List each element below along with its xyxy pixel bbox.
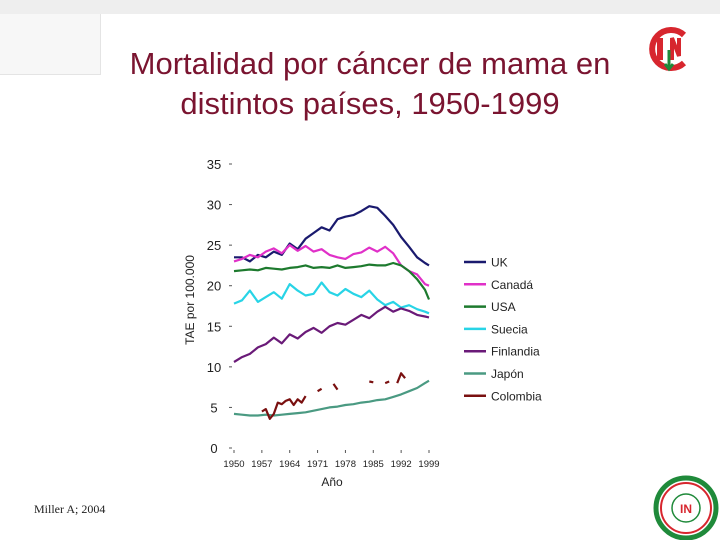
legend-label: Suecia	[491, 322, 528, 336]
slide-title: Mortalidad por cáncer de mama en distint…	[60, 44, 680, 124]
institution-logo-icon	[649, 27, 687, 72]
series-line-colombia	[384, 380, 390, 385]
series-line-usa	[233, 261, 431, 300]
x-tick-label: 1978	[335, 459, 356, 470]
x-tick-label: 1999	[418, 459, 439, 470]
legend-label: USA	[491, 300, 516, 314]
series-line-canadá	[233, 244, 430, 287]
slide-corner-decoration	[0, 14, 101, 75]
y-tick-label: 25	[207, 238, 221, 253]
x-tick-label: 1957	[251, 459, 272, 470]
legend-label: Finlandia	[491, 345, 540, 359]
slide-title-line-2: distintos países, 1950-1999	[180, 86, 560, 121]
y-tick-label: 15	[207, 319, 221, 334]
seal-logo-text: IN	[680, 502, 692, 516]
top-band	[0, 0, 720, 14]
y-tick-label: 20	[207, 279, 221, 294]
x-tick-label: 1971	[307, 459, 328, 470]
x-tick-label: 1964	[279, 459, 300, 470]
y-tick-label: 35	[207, 157, 221, 172]
y-tick-label: 5	[210, 400, 217, 415]
y-tick-label: 0	[210, 441, 217, 456]
series-line-colombia	[261, 395, 307, 420]
series-line-colombia	[332, 383, 339, 391]
axes-layer: 0 5 10 15 20 25 30 35 1950 1957 1964 1971 1978 1985 19…	[183, 157, 440, 489]
series-line-colombia	[317, 387, 323, 393]
legend-label: Colombia	[491, 389, 542, 403]
x-tick-label: 1985	[363, 459, 384, 470]
series-line-uk	[234, 205, 430, 267]
x-tick-label: 1950	[223, 459, 244, 470]
y-axis-title: TAE por 100.000	[183, 255, 197, 345]
legend-layer: UK Canadá USA Suecia Finlandia Japón Colombia	[464, 256, 542, 403]
x-axis-title: Año	[321, 475, 343, 489]
series-line-suecia	[233, 281, 430, 315]
y-tick-label: 10	[207, 360, 221, 375]
series-line-colombia	[369, 380, 374, 384]
series-line-finlandia	[233, 305, 430, 363]
y-tick-label: 30	[207, 198, 221, 213]
x-tick-label: 1992	[391, 459, 412, 470]
series-line-colombia	[396, 372, 406, 384]
slide-title-line-1: Mortalidad por cáncer de mama en	[129, 46, 611, 81]
series-layer	[233, 205, 431, 420]
citation: Miller A; 2004	[34, 502, 106, 516]
institution-seal-icon: IN	[653, 475, 719, 540]
legend-label: Japón	[491, 367, 524, 381]
legend-label: UK	[491, 256, 508, 270]
legend-label: Canadá	[491, 278, 533, 292]
